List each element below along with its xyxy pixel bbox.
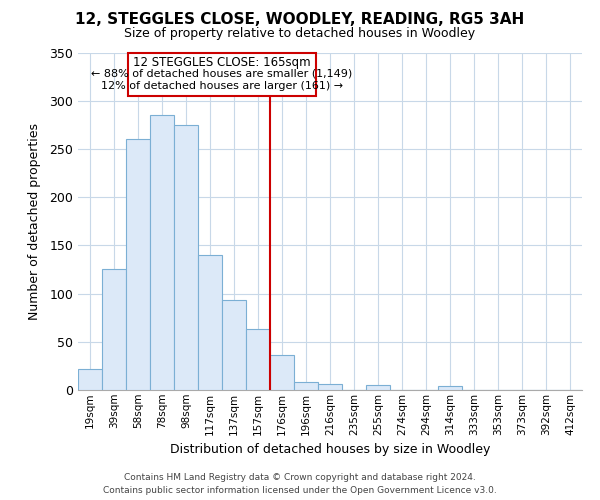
Bar <box>294 382 318 390</box>
Bar <box>174 125 198 390</box>
Bar <box>78 369 102 390</box>
Bar <box>318 384 342 390</box>
Bar <box>126 140 150 390</box>
Bar <box>246 329 270 390</box>
Text: 12, STEGGLES CLOSE, WOODLEY, READING, RG5 3AH: 12, STEGGLES CLOSE, WOODLEY, READING, RG… <box>76 12 524 28</box>
Text: Contains HM Land Registry data © Crown copyright and database right 2024.
Contai: Contains HM Land Registry data © Crown c… <box>103 474 497 495</box>
Text: ← 88% of detached houses are smaller (1,149): ← 88% of detached houses are smaller (1,… <box>91 68 353 78</box>
Bar <box>366 385 390 390</box>
FancyBboxPatch shape <box>128 52 316 96</box>
Y-axis label: Number of detached properties: Number of detached properties <box>28 122 41 320</box>
Text: 12 STEGGLES CLOSE: 165sqm: 12 STEGGLES CLOSE: 165sqm <box>133 56 311 68</box>
Bar <box>270 356 294 390</box>
Bar <box>102 270 126 390</box>
Bar <box>198 255 222 390</box>
Bar <box>222 300 246 390</box>
Bar <box>150 115 174 390</box>
X-axis label: Distribution of detached houses by size in Woodley: Distribution of detached houses by size … <box>170 443 490 456</box>
Bar <box>438 386 462 390</box>
Text: 12% of detached houses are larger (161) →: 12% of detached houses are larger (161) … <box>101 81 343 91</box>
Text: Size of property relative to detached houses in Woodley: Size of property relative to detached ho… <box>124 28 476 40</box>
